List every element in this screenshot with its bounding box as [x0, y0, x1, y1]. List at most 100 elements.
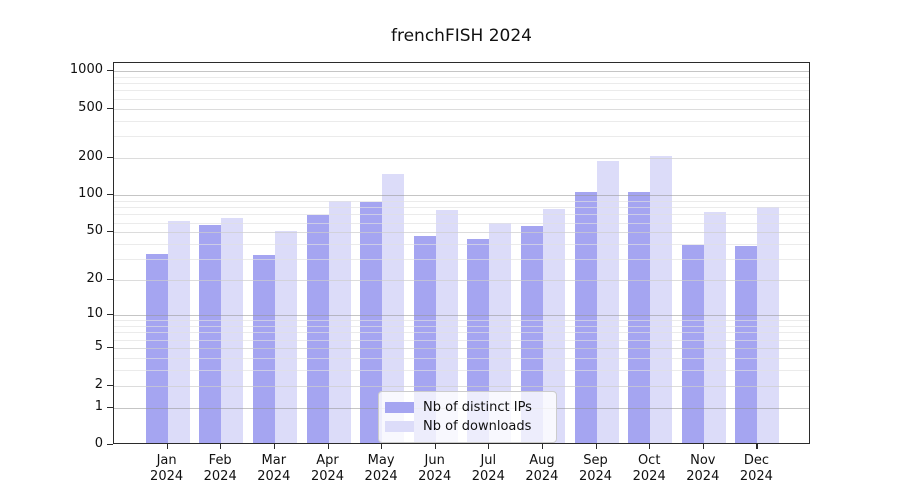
bar: [681, 244, 704, 443]
y-tick: [107, 444, 113, 446]
x-tick-label: Feb 2024: [203, 453, 237, 484]
gridline: [114, 222, 809, 224]
y-tick-label: 200: [78, 148, 103, 164]
x-tick-label: Jun 2024: [418, 453, 452, 484]
legend-label: Nb of downloads: [423, 419, 532, 434]
plot-area: [113, 62, 810, 444]
y-tick-label: 1000: [69, 62, 103, 77]
gridline: [114, 214, 809, 216]
y-tick: [107, 156, 113, 159]
gridline: [114, 90, 809, 92]
legend-label: Nb of distinct IPs: [423, 400, 532, 415]
gridline: [114, 348, 809, 349]
gridline: [114, 83, 809, 85]
gridline: [114, 76, 809, 78]
x-tick: [327, 444, 329, 449]
bar: [650, 156, 673, 443]
x-tick-label: Dec 2024: [739, 453, 773, 484]
legend-item: Nb of distinct IPs: [385, 398, 546, 417]
gridline: [114, 320, 809, 322]
gridline: [114, 71, 809, 72]
y-tick: [107, 194, 113, 196]
x-tick: [220, 444, 222, 449]
bar: [574, 191, 597, 443]
bar: [328, 200, 351, 443]
x-tick: [595, 444, 597, 449]
gridline: [114, 200, 809, 202]
x-tick: [434, 444, 436, 449]
gridline: [114, 108, 809, 110]
y-tick-label: 500: [78, 99, 103, 115]
y-tick-label: 100: [78, 186, 103, 202]
y-tick-label: 20: [86, 271, 103, 287]
legend-item: Nb of downloads: [385, 417, 546, 436]
x-tick: [702, 444, 704, 449]
gridline: [114, 370, 809, 371]
bar: [628, 191, 651, 443]
y-tick-label: 50: [86, 223, 103, 239]
gridline: [114, 120, 809, 122]
gridline: [114, 357, 809, 359]
x-tick-label: Oct 2024: [632, 453, 666, 484]
bar: [360, 201, 383, 443]
gridline: [114, 136, 809, 138]
x-tick-label: Apr 2024: [310, 453, 345, 484]
bar: [382, 173, 405, 443]
gridline: [114, 385, 809, 387]
y-tick-label: 5: [94, 339, 103, 354]
y-tick-label: 10: [86, 306, 103, 322]
bar: [252, 255, 275, 443]
gridline: [114, 339, 809, 341]
x-tick: [273, 444, 275, 449]
y-tick-label: 2: [94, 376, 103, 392]
x-tick: [166, 444, 168, 449]
gridline: [114, 244, 809, 245]
gridline: [114, 315, 809, 317]
x-tick-label: Nov 2024: [686, 453, 720, 484]
x-tick-label: Jul 2024: [471, 453, 505, 484]
legend-swatch: [385, 402, 414, 413]
gridline: [114, 332, 809, 334]
gridline: [114, 207, 809, 209]
y-tick: [107, 231, 113, 233]
bar: [596, 160, 619, 443]
bar: [306, 215, 329, 443]
y-tick: [107, 347, 113, 349]
gridline: [114, 326, 809, 328]
y-tick: [107, 314, 113, 316]
y-tick: [107, 279, 113, 281]
x-tick-label: Jan 2024: [150, 453, 184, 484]
legend-swatch: [385, 421, 414, 432]
y-tick-label: 0: [94, 436, 103, 451]
x-tick-label: Mar 2024: [257, 453, 291, 484]
y-tick: [107, 406, 113, 408]
bar: [167, 220, 190, 443]
gridline: [114, 157, 809, 159]
bar: [199, 225, 222, 443]
gridline: [114, 280, 809, 282]
gridline: [114, 232, 809, 234]
legend: Nb of distinct IPs Nb of downloads: [378, 391, 557, 443]
gridline: [114, 259, 809, 261]
bar: [274, 231, 297, 443]
y-tick: [107, 70, 113, 72]
y-tick: [107, 107, 113, 109]
bar: [703, 212, 726, 443]
y-tick: [107, 384, 113, 386]
chart-title: frenchFISH 2024: [391, 26, 532, 46]
x-tick-label: Sep 2024: [578, 453, 613, 484]
x-tick-label: Aug 2024: [525, 453, 559, 484]
gridline: [114, 98, 809, 100]
bar: [735, 246, 758, 443]
gridline: [114, 195, 809, 197]
x-tick: [541, 444, 544, 449]
bar: [221, 217, 244, 443]
y-tick-label: 1: [94, 398, 103, 414]
x-tick: [649, 444, 651, 449]
bar: [757, 206, 780, 443]
x-tick: [381, 444, 383, 449]
x-tick: [488, 444, 490, 449]
x-tick: [756, 444, 758, 449]
x-tick-label: May 2024: [364, 453, 398, 484]
